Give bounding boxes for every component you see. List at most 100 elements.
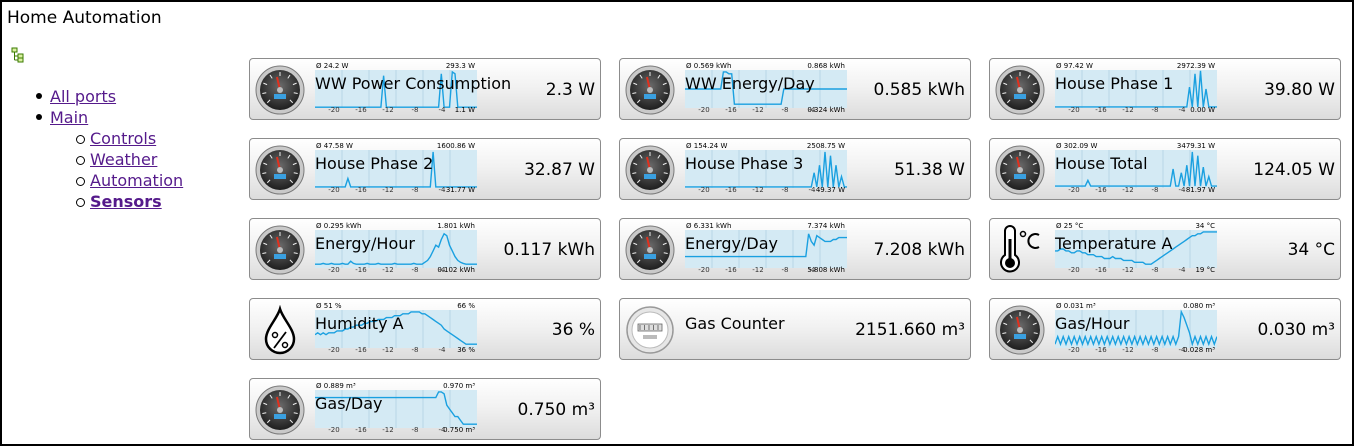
time-tick-label: -8 — [412, 106, 419, 114]
sensor-tile[interactable]: Ø 0.031 m³ 0.080 m³ 0.028 m³ -20 -16 -12 -8 -4 G… — [989, 298, 1341, 360]
time-tick-label: -12 — [382, 186, 393, 194]
average-label: Ø 0.889 m³ — [316, 382, 356, 390]
nav-item-main: Main Controls Weather Automation Sensors — [34, 107, 183, 212]
time-tick-label: -4 — [439, 186, 447, 194]
sparkline-chart: Ø 51 % 66 % 36 % -20 -16 -12 -8 -4 — [315, 302, 477, 354]
sensor-value: 0.750 m³ — [517, 400, 595, 420]
average-label: Ø 0.569 kWh — [686, 62, 731, 70]
time-tick-label: -20 — [1068, 106, 1079, 114]
time-tick-label: -16 — [355, 426, 367, 434]
time-tick-label: -4 — [1179, 106, 1187, 114]
nav-link-sensors[interactable]: Sensors — [90, 192, 162, 211]
sensor-tile[interactable]: Ø 6.331 kWh 7.374 kWh 5.808 kWh -20 -16 -12 -8… — [619, 218, 971, 280]
average-label: Ø 24.2 W — [316, 62, 349, 70]
sensor-name: Energy/Hour — [315, 234, 415, 253]
time-tick-label: -12 — [382, 426, 393, 434]
sparkline-chart: Ø 154.24 W 2508.75 W 49.37 W -20 -16 -12 -8 -4 — [685, 142, 847, 194]
nav-link-all-ports[interactable]: All ports — [50, 87, 117, 106]
average-label: Ø 6.331 kWh — [686, 222, 731, 230]
max-label: 66 % — [457, 302, 475, 310]
time-tick-label: -4 — [439, 426, 447, 434]
sensor-tile[interactable]: Ø 97.42 W 2972.39 W 0.00 W -20 -16 -12 -8 -4 Hou… — [989, 58, 1341, 120]
time-tick-label: -12 — [752, 106, 763, 114]
sidebar-nav: All ports Main Controls Weather Automati… — [34, 86, 183, 212]
sensor-tile[interactable]: Gas Counter 2151.660 m³ — [619, 298, 971, 360]
time-tick-label: -8 — [782, 186, 789, 194]
sensor-tile[interactable]: Ø 51 % 66 % 36 % -20 -16 -12 -8 -4 Humidity A 36 … — [249, 298, 601, 360]
time-tick-label: -16 — [1095, 186, 1107, 194]
time-tick-label: -8 — [1152, 266, 1159, 274]
sensor-name: Gas/Day — [315, 394, 383, 413]
min-label: 1.1 W — [455, 106, 475, 114]
nav-item-controls: Controls — [74, 128, 183, 149]
time-tick-label: -16 — [1095, 106, 1107, 114]
sparkline-chart: Ø 24.2 W 293.3 W 1.1 W -20 -16 -12 -8 -4 — [315, 62, 477, 114]
time-tick-label: -16 — [355, 186, 367, 194]
history-line — [685, 233, 847, 258]
max-label: 2972.39 W — [1177, 62, 1215, 70]
tree-icon[interactable] — [11, 47, 25, 63]
max-label: 0.868 kWh — [807, 62, 845, 70]
time-tick-label: -12 — [1122, 106, 1133, 114]
max-label: 0.970 m³ — [443, 382, 475, 390]
sensor-name: Gas Counter — [685, 314, 785, 333]
time-tick-label: -20 — [328, 106, 339, 114]
sensor-tile[interactable]: Ø 0.569 kWh 0.868 kWh 0.324 kWh -20 -16 -12 -8… — [619, 58, 971, 120]
sensor-tile[interactable]: Ø 47.58 W 1600.86 W 31.77 W -20 -16 -12 -8 -4 Ho… — [249, 138, 601, 200]
time-tick-label: -16 — [355, 106, 367, 114]
time-tick-label: -20 — [1068, 346, 1079, 354]
time-tick-label: -20 — [328, 426, 339, 434]
time-tick-label: -4 — [439, 346, 447, 354]
time-tick-label: -20 — [1068, 266, 1079, 274]
time-tick-label: -8 — [782, 106, 789, 114]
nav-link-weather[interactable]: Weather — [90, 150, 158, 169]
sparkline-chart: Ø 0.569 kWh 0.868 kWh 0.324 kWh -20 -16 -12 -8… — [685, 62, 847, 114]
min-label: 0.028 m³ — [1183, 346, 1215, 354]
time-tick-label: -20 — [328, 186, 339, 194]
min-label: 49.37 W — [816, 186, 845, 194]
time-tick-label: -16 — [1095, 346, 1107, 354]
sensor-value: 36 % — [551, 320, 595, 340]
history-line — [685, 151, 847, 188]
min-label: 5.808 kWh — [807, 266, 845, 274]
sparkline-chart: Ø 25 °C 34 °C 19 °C -20 -16 -12 -8 -4 — [1055, 222, 1217, 274]
gauge-icon — [625, 225, 675, 275]
time-tick-label: -12 — [382, 106, 393, 114]
history-line — [1055, 231, 1217, 265]
sparkline-chart: Ø 47.58 W 1600.86 W 31.77 W -20 -16 -12 -8 -4 — [315, 142, 477, 194]
min-label: 19 °C — [1195, 266, 1215, 274]
sensor-tile[interactable]: Ø 302.09 W 3479.31 W 81.97 W -20 -16 -12 -8 -4 H… — [989, 138, 1341, 200]
nav-link-controls[interactable]: Controls — [90, 129, 157, 148]
time-tick-label: -12 — [382, 346, 393, 354]
sparkline-chart: Ø 97.42 W 2972.39 W 0.00 W -20 -16 -12 -8 -4 — [1055, 62, 1217, 114]
sensor-tile[interactable]: Ø 24.2 W 293.3 W 1.1 W -20 -16 -12 -8 -4 WW Powe… — [249, 58, 601, 120]
time-tick-label: -4 — [809, 266, 817, 274]
average-label: Ø 0.031 m³ — [1056, 302, 1096, 310]
history-line — [315, 311, 477, 345]
sensor-tile[interactable]: Ø 154.24 W 2508.75 W 49.37 W -20 -16 -12 -8 -4 H… — [619, 138, 971, 200]
nav-link-automation[interactable]: Automation — [90, 171, 184, 190]
max-label: 1600.86 W — [437, 142, 475, 150]
sensor-tile[interactable]: Ø 25 °C 34 °C 19 °C -20 -16 -12 -8 -4 Temperatur… — [989, 218, 1341, 280]
max-label: 2508.75 W — [807, 142, 845, 150]
time-tick-label: -4 — [1179, 266, 1187, 274]
time-tick-label: -12 — [752, 186, 763, 194]
gauge-icon — [255, 225, 305, 275]
gauge-icon — [255, 65, 305, 115]
time-tick-label: -20 — [698, 106, 709, 114]
history-line — [1055, 70, 1217, 108]
sensor-tile[interactable]: Ø 0.295 kWh 1.801 kWh 0.102 kWh -20 -16 -12 -8… — [249, 218, 601, 280]
sensor-value: 7.208 kWh — [873, 240, 966, 260]
sensor-tile[interactable]: Ø 0.889 m³ 0.970 m³ 0.750 m³ -20 -16 -12 -8 -4 G… — [249, 378, 601, 440]
nav-link-main[interactable]: Main — [50, 108, 89, 127]
gauge-icon — [995, 305, 1045, 355]
sensor-value: 34 °C — [1287, 240, 1335, 260]
history-line — [1055, 151, 1217, 187]
sparkline-chart: Ø 0.295 kWh 1.801 kWh 0.102 kWh -20 -16 -12 -8… — [315, 222, 477, 274]
app-title: Home Automation — [7, 8, 162, 28]
gauge-icon — [625, 65, 675, 115]
nav-item-all-ports: All ports — [34, 86, 183, 107]
min-label: 0.00 W — [1190, 106, 1215, 114]
gauge-icon — [995, 145, 1045, 195]
min-label: 0.102 kWh — [437, 266, 475, 274]
